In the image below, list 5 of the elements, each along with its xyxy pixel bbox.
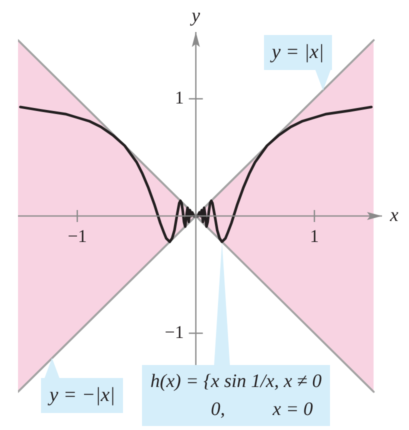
annotation: y = |x| [264,35,332,70]
annotation: h(x) = {x sin 1/x, x ≠ 0 0, x = 0 [142,365,330,426]
x-axis-title: x [389,205,399,226]
annotation: y = −|x| [41,378,124,414]
y-axis-title: y [190,6,201,26]
